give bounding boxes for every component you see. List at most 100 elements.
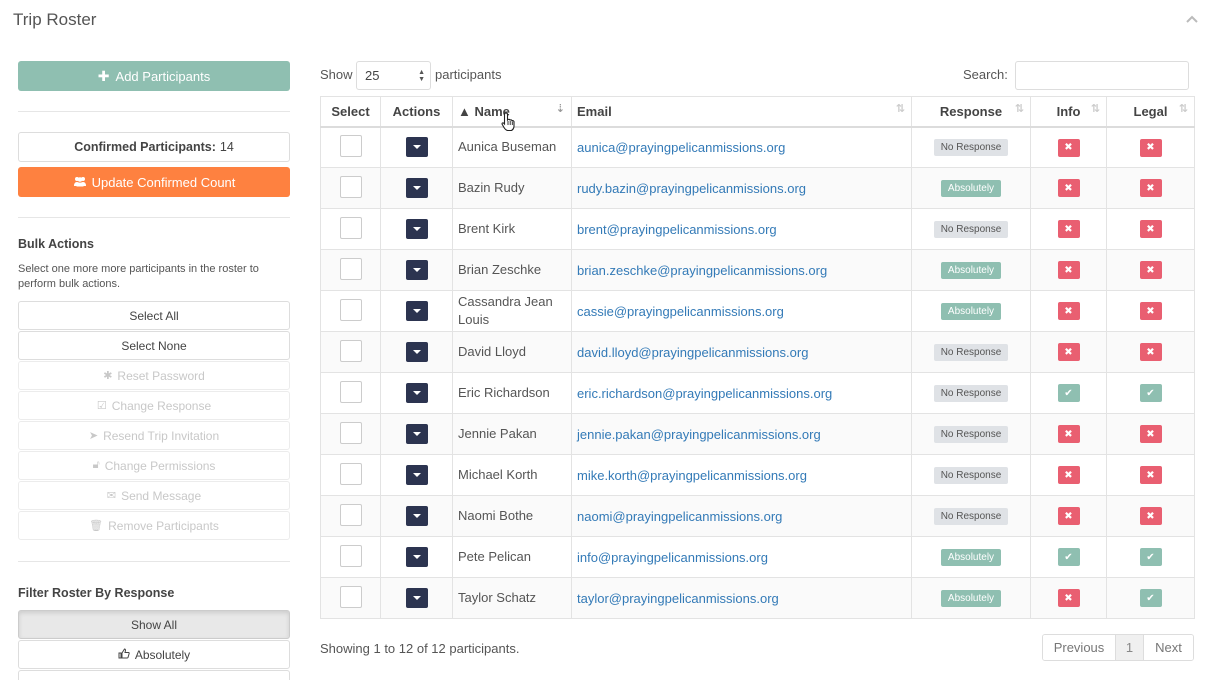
reset-password-button[interactable]: ✱ Reset Password <box>18 361 290 390</box>
info-cell: ✔ <box>1030 536 1107 578</box>
select-none-button[interactable]: Select None <box>18 331 290 360</box>
participant-name: Michael Korth <box>452 454 572 496</box>
row-checkbox[interactable] <box>340 339 362 362</box>
select-cell <box>320 536 381 578</box>
row-actions-button[interactable] <box>405 383 428 403</box>
previous-page-button[interactable]: Previous <box>1043 635 1116 660</box>
confirmed-label: Confirmed Participants: <box>74 140 216 154</box>
row-actions-button[interactable] <box>405 588 428 608</box>
row-actions-button[interactable] <box>405 506 428 526</box>
participant-email-link[interactable]: david.lloyd@prayingpelicanmissions.org <box>577 344 809 360</box>
header-name-label: Name <box>474 103 510 119</box>
participant-email-link[interactable]: taylor@prayingpelicanmissions.org <box>577 590 779 606</box>
participant-email-link[interactable]: brian.zeschke@prayingpelicanmissions.org <box>577 262 828 278</box>
select-all-button[interactable]: Select All <box>18 301 290 330</box>
row-actions-button[interactable] <box>405 260 428 280</box>
participant-email-link[interactable]: info@prayingpelicanmissions.org <box>577 549 768 565</box>
participant-email-link[interactable]: brent@prayingpelicanmissions.org <box>577 221 777 237</box>
legal-cell: ✔ <box>1106 577 1195 619</box>
row-checkbox[interactable] <box>340 216 362 239</box>
row-checkbox[interactable] <box>340 298 362 321</box>
sort-icon: ⇅ <box>1014 103 1024 115</box>
divider <box>18 217 290 218</box>
participant-email-link[interactable]: mike.korth@prayingpelicanmissions.org <box>577 467 807 483</box>
header-info[interactable]: Info ⇅ <box>1030 96 1107 128</box>
row-actions-button[interactable] <box>405 547 428 567</box>
times-icon: ✖ <box>1057 302 1080 321</box>
users-icon <box>73 175 87 190</box>
row-checkbox[interactable] <box>340 421 362 444</box>
header-legal[interactable]: Legal ⇅ <box>1106 96 1195 128</box>
response-badge: Absolutely <box>940 549 1002 566</box>
actions-cell <box>380 495 453 537</box>
caret-down-icon <box>412 186 421 190</box>
row-actions-button[interactable] <box>405 301 428 321</box>
filter-next-button[interactable] <box>18 670 290 680</box>
row-actions-button[interactable] <box>405 219 428 239</box>
participant-name: Bazin Rudy <box>452 167 572 209</box>
paper-plane-icon: ➤ <box>88 430 99 442</box>
caret-down-icon <box>412 596 421 600</box>
row-actions-button[interactable] <box>405 342 428 362</box>
row-actions-button[interactable] <box>405 178 428 198</box>
row-checkbox[interactable] <box>340 585 362 608</box>
response-badge: No Response <box>933 139 1009 157</box>
table-row: Pete Pelican info@prayingpelicanmissions.… <box>320 536 1195 578</box>
change-response-button[interactable]: ☑ Change Response <box>18 391 290 420</box>
row-checkbox[interactable] <box>340 134 362 157</box>
add-participants-label: Add Participants <box>115 68 211 84</box>
row-checkbox[interactable] <box>340 257 362 280</box>
response-cell: No Response <box>911 331 1031 373</box>
update-confirmed-count-button[interactable]: Update Confirmed Count <box>18 167 290 197</box>
send-message-button[interactable]: ✉ Send Message <box>18 481 290 510</box>
row-checkbox[interactable] <box>340 175 362 198</box>
row-checkbox[interactable] <box>340 544 362 567</box>
row-checkbox[interactable] <box>340 380 362 403</box>
legal-cell: ✔ <box>1106 536 1195 578</box>
row-checkbox[interactable] <box>340 462 362 485</box>
times-icon: ✖ <box>1057 589 1080 608</box>
row-actions-button[interactable] <box>405 424 428 444</box>
next-page-button[interactable]: Next <box>1144 635 1193 660</box>
response-cell: No Response <box>911 372 1031 414</box>
roster-table: Select Actions ▲ Name ⇣ Email ⇅ Response ⇅ … <box>320 96 1195 619</box>
page-title: Trip Roster <box>13 10 97 29</box>
page-1-button[interactable]: 1 <box>1116 635 1144 660</box>
filter-absolutely-button[interactable]: Absolutely <box>18 640 290 669</box>
header-email-label: Email <box>577 103 612 119</box>
times-icon: ✖ <box>1057 138 1080 157</box>
header-email[interactable]: Email ⇅ <box>571 96 912 128</box>
add-participants-button[interactable]: ✚ Add Participants <box>18 61 290 91</box>
participant-email-link[interactable]: jennie.pakan@prayingpelicanmissions.org <box>577 426 821 442</box>
confirmed-participants: Confirmed Participants: 14 <box>18 132 290 162</box>
row-actions-button[interactable] <box>405 465 428 485</box>
row-actions-button[interactable] <box>405 137 428 158</box>
participant-email-link[interactable]: aunica@prayingpelicanmissions.org <box>577 139 786 155</box>
change-permissions-button[interactable]: 🔓︎ Change Permissions <box>18 451 290 480</box>
participant-name: Taylor Schatz <box>452 577 572 619</box>
response-cell: Absolutely <box>911 167 1031 209</box>
participant-email-link[interactable]: rudy.bazin@prayingpelicanmissions.org <box>577 180 807 196</box>
header-response[interactable]: Response ⇅ <box>911 96 1031 128</box>
participant-email-link[interactable]: cassie@prayingpelicanmissions.org <box>577 303 784 319</box>
page-length-select[interactable]: 25 ▲ ▼ <box>356 61 431 90</box>
actions-cell <box>380 413 453 455</box>
participant-email-link[interactable]: naomi@prayingpelicanmissions.org <box>577 508 783 524</box>
resend-trip-invitation-button[interactable]: ➤ Resend Trip Invitation <box>18 421 290 450</box>
row-checkbox[interactable] <box>340 503 362 526</box>
table-row: David Lloyd david.lloyd@prayingpelicanmis… <box>320 331 1195 373</box>
info-cell: ✖ <box>1030 577 1107 619</box>
select-cell <box>320 413 381 455</box>
resend-trip-invitation-label: Resend Trip Invitation <box>103 428 220 443</box>
info-cell: ✔ <box>1030 372 1107 414</box>
chevron-up-icon[interactable] <box>1185 14 1199 24</box>
roster-body: Aunica Buseman aunica@prayingpelicanmissi… <box>320 126 1195 619</box>
search-input[interactable] <box>1015 61 1189 90</box>
table-row: Aunica Buseman aunica@prayingpelicanmissi… <box>320 126 1195 168</box>
remove-participants-button[interactable]: 🗑︎ Remove Participants <box>18 511 290 540</box>
response-cell: Absolutely <box>911 577 1031 619</box>
table-row: Eric Richardson eric.richardson@prayingpe… <box>320 372 1195 414</box>
select-cell <box>320 290 381 332</box>
participant-email-link[interactable]: eric.richardson@prayingpelicanmissions.o… <box>577 385 833 401</box>
filter-show-all-button[interactable]: Show All <box>18 610 290 639</box>
